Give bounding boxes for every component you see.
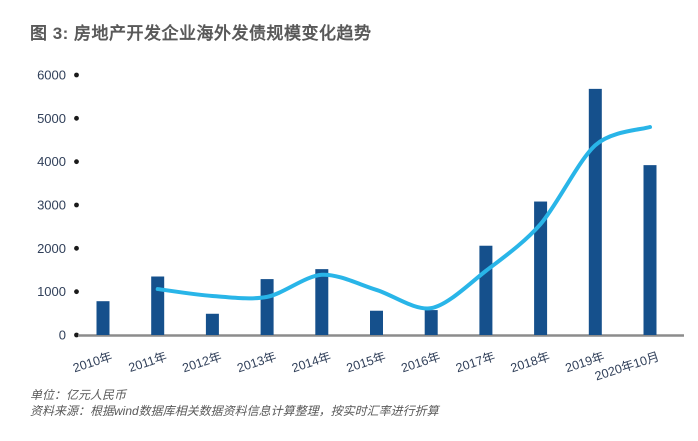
x-axis-label: 2014年: [290, 350, 333, 376]
x-axis-label: 2012年: [181, 350, 224, 376]
bar-2019年: [588, 88, 602, 335]
y-axis-tick-label: 0: [59, 328, 66, 343]
bar-2016年: [424, 310, 438, 335]
y-axis-tick-dot: [74, 202, 79, 208]
x-axis-label: 2017年: [454, 350, 497, 376]
x-axis-label: 2013年: [235, 350, 278, 376]
y-axis-tick-label: 6000: [37, 68, 66, 83]
x-axis-label: 2016年: [399, 350, 442, 376]
y-axis-tick-label: 2000: [37, 241, 66, 256]
y-axis-tick-label: 1000: [37, 284, 66, 299]
bar-2010年: [96, 301, 110, 335]
bar-2014年: [315, 269, 329, 335]
bar-2020年10月: [643, 165, 657, 335]
y-axis-tick-dot: [74, 245, 79, 251]
figure-footnotes: 单位：亿元人民币 资料来源：根据wind数据库相关数据资料信息计算整理，按实时汇…: [30, 387, 439, 419]
y-axis-tick-dot: [74, 159, 79, 165]
y-axis-tick-dot: [74, 115, 79, 121]
x-axis-label: 2015年: [345, 350, 388, 376]
x-axis-label: 2010年: [71, 350, 114, 376]
y-axis-tick-label: 5000: [37, 111, 66, 126]
y-axis-tick-dot: [74, 72, 79, 78]
bar-2012年: [205, 313, 219, 335]
y-axis-tick-label: 3000: [37, 198, 66, 213]
bar-2013年: [260, 279, 274, 335]
figure-title: 图 3: 房地产开发企业海外发债规模变化趋势: [30, 24, 372, 43]
y-axis-tick-label: 4000: [37, 154, 66, 169]
y-axis-tick-dot: [74, 289, 79, 295]
bar-2011年: [151, 276, 165, 335]
x-axis-label: 2011年: [127, 350, 169, 375]
bar-2015年: [370, 310, 383, 335]
bar-2018年: [534, 201, 548, 335]
trend-line: [155, 125, 652, 311]
x-axis-label: 2018年: [509, 350, 552, 376]
unit-note: 单位：亿元人民币: [30, 388, 127, 402]
bar-2017年: [479, 245, 493, 335]
y-axis-tick-dot: [74, 332, 79, 338]
source-note: 资料来源：根据wind数据库相关数据资料信息计算整理，按实时汇率进行折算: [30, 404, 439, 418]
